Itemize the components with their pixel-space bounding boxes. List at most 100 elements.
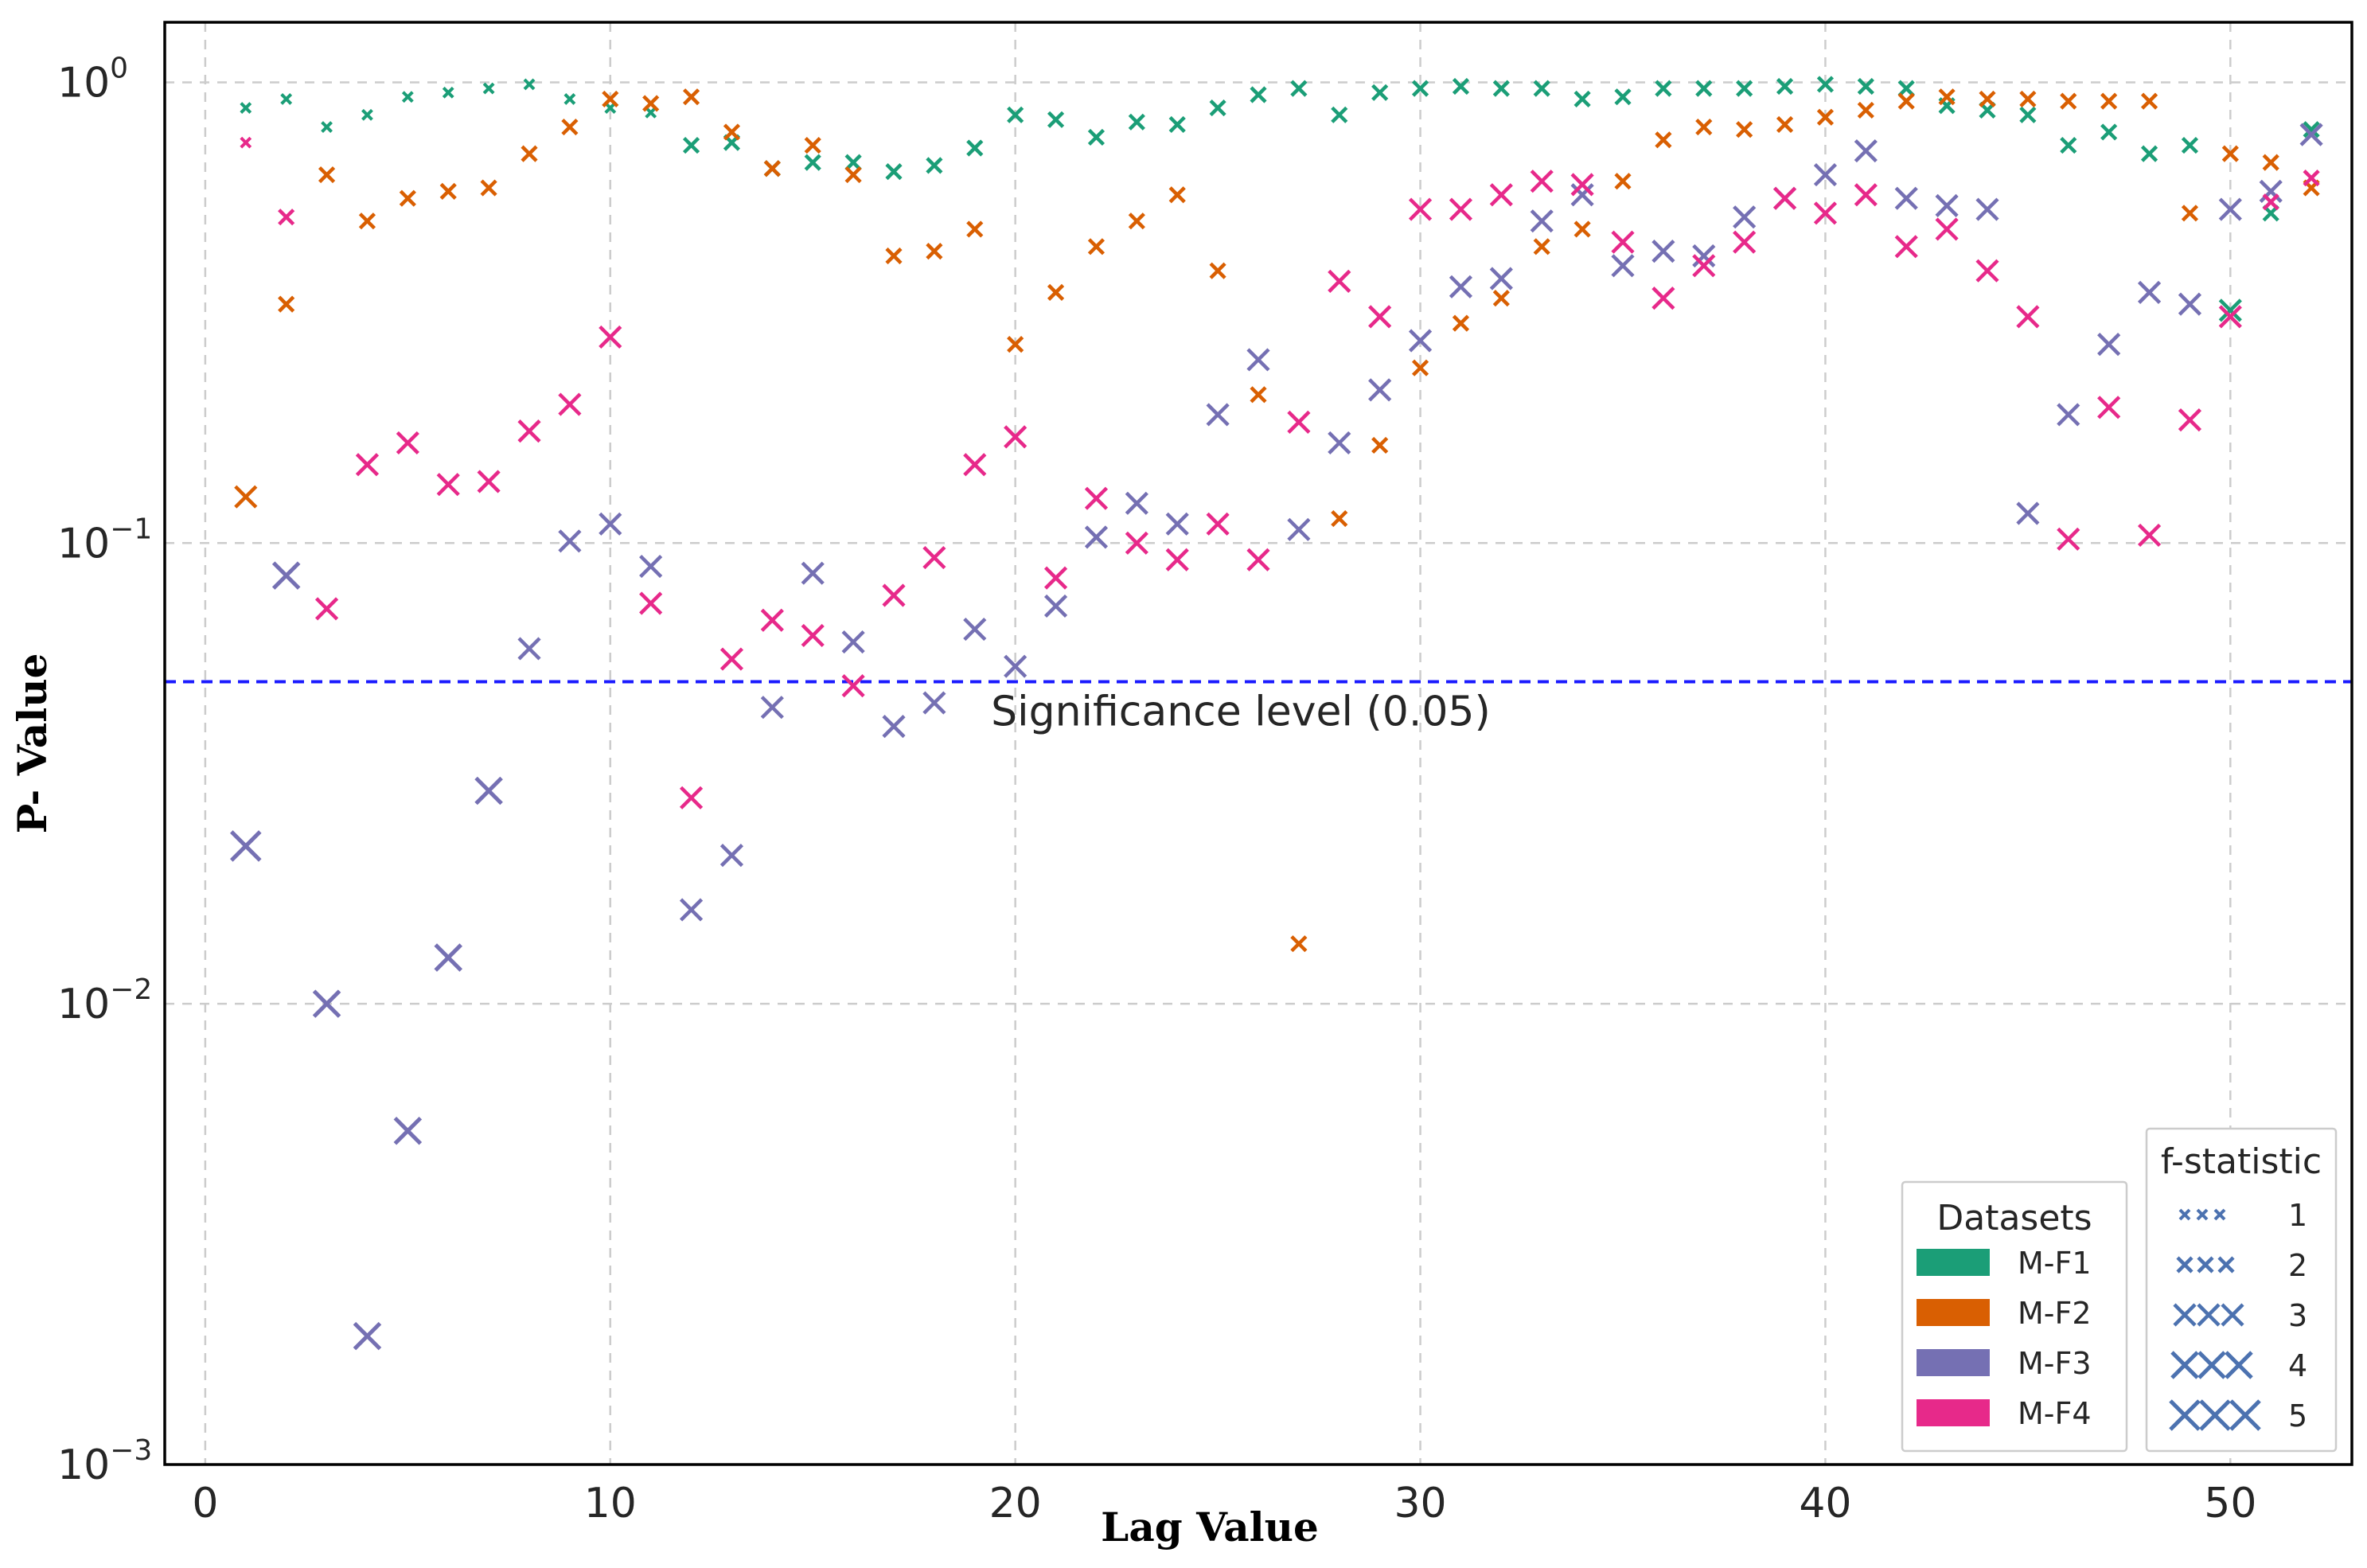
marker-stroke bbox=[1897, 80, 1915, 97]
series-m-f4 bbox=[240, 136, 2320, 809]
data-point bbox=[2178, 292, 2202, 316]
data-point bbox=[1411, 80, 1429, 97]
marker-stroke bbox=[2303, 170, 2320, 187]
data-point bbox=[966, 220, 984, 238]
data-point bbox=[1573, 220, 1591, 238]
marker-stroke bbox=[882, 715, 906, 739]
marker-stroke bbox=[1857, 101, 1874, 119]
marker-stroke bbox=[1897, 92, 1915, 110]
legend-marker bbox=[2170, 1351, 2199, 1379]
data-point bbox=[1489, 267, 1513, 291]
marker-stroke bbox=[926, 157, 943, 174]
marker-stroke bbox=[844, 166, 862, 184]
legend-entry-m-f1: M-F1 bbox=[1917, 1246, 2092, 1281]
data-point bbox=[2262, 154, 2279, 171]
marker-stroke bbox=[1573, 220, 1591, 238]
marker-stroke bbox=[1692, 244, 1716, 268]
legend-marker bbox=[2169, 1399, 2201, 1431]
marker-stroke bbox=[2197, 1351, 2226, 1379]
data-point bbox=[278, 295, 295, 313]
data-point bbox=[1290, 935, 1308, 953]
data-point bbox=[1165, 548, 1189, 571]
data-point bbox=[2057, 527, 2080, 551]
data-point bbox=[1290, 80, 1308, 97]
marker-stroke bbox=[2225, 1351, 2253, 1379]
legend-marker bbox=[2178, 1208, 2191, 1221]
x-tick-label: 20 bbox=[989, 1480, 1042, 1527]
marker-stroke bbox=[922, 545, 946, 570]
data-point bbox=[801, 623, 825, 648]
data-point bbox=[2100, 123, 2118, 141]
data-point bbox=[926, 243, 943, 260]
legend-marker bbox=[2221, 1303, 2244, 1327]
data-point bbox=[882, 715, 906, 739]
x-tick-label: 30 bbox=[1394, 1480, 1446, 1527]
data-point bbox=[558, 529, 582, 553]
data-point bbox=[2140, 145, 2158, 162]
plot-frame bbox=[163, 21, 2353, 1466]
marker-stroke bbox=[2140, 145, 2158, 162]
marker-stroke bbox=[1736, 121, 1753, 138]
y-tick-base: 10 bbox=[57, 981, 110, 1028]
data-point bbox=[280, 92, 293, 105]
data-point bbox=[1492, 80, 1510, 97]
data-point bbox=[523, 78, 536, 91]
data-point bbox=[2303, 121, 2320, 138]
data-point bbox=[271, 561, 301, 590]
data-point bbox=[844, 154, 862, 171]
y-tick-base: 10 bbox=[57, 520, 110, 568]
marker-stroke bbox=[1492, 80, 1510, 97]
data-point bbox=[682, 88, 700, 106]
data-point bbox=[1894, 186, 1918, 210]
marker-stroke bbox=[642, 95, 660, 112]
marker-stroke bbox=[1733, 230, 1757, 254]
y-axis-title: P- Value bbox=[9, 653, 56, 834]
marker-stroke bbox=[1411, 359, 1429, 376]
marker-stroke bbox=[1857, 77, 1874, 96]
marker-stroke bbox=[2196, 1208, 2209, 1221]
marker-stroke bbox=[517, 419, 541, 443]
marker-stroke bbox=[2262, 193, 2279, 211]
marker-stroke bbox=[2218, 298, 2242, 322]
legend-label: M-F3 bbox=[2018, 1346, 2092, 1381]
data-point bbox=[2016, 305, 2040, 329]
marker-stroke bbox=[679, 786, 704, 809]
f-statistic-label: 2 bbox=[2288, 1248, 2307, 1283]
marker-stroke bbox=[599, 512, 622, 536]
marker-stroke bbox=[2019, 90, 2037, 107]
marker-stroke bbox=[2178, 1208, 2191, 1221]
marker-stroke bbox=[1128, 113, 1145, 131]
marker-stroke bbox=[841, 674, 865, 698]
y-tick-label: 100 bbox=[57, 52, 128, 107]
f-statistic-label: 4 bbox=[2288, 1348, 2307, 1383]
data-point bbox=[1857, 101, 1874, 119]
marker-stroke bbox=[1004, 654, 1028, 678]
data-point bbox=[1736, 121, 1753, 138]
marker-stroke bbox=[1530, 209, 1554, 233]
data-point bbox=[1209, 262, 1226, 279]
marker-stroke bbox=[1007, 106, 1024, 123]
data-point bbox=[1209, 99, 1226, 117]
data-point bbox=[434, 943, 462, 972]
marker-stroke bbox=[1125, 531, 1148, 555]
data-point bbox=[1168, 115, 1186, 134]
marker-stroke bbox=[2170, 1351, 2199, 1379]
x-tick-label: 50 bbox=[2204, 1480, 2256, 1527]
marker-stroke bbox=[963, 618, 987, 642]
data-point bbox=[1084, 525, 1109, 549]
marker-stroke bbox=[1287, 517, 1311, 541]
marker-stroke bbox=[1246, 348, 1270, 372]
marker-stroke bbox=[1331, 509, 1348, 528]
marker-stroke bbox=[719, 844, 744, 868]
data-point bbox=[1206, 403, 1230, 427]
marker-stroke bbox=[230, 830, 262, 862]
data-point bbox=[645, 106, 657, 119]
data-point bbox=[963, 453, 987, 477]
data-point bbox=[841, 630, 865, 654]
data-point bbox=[355, 453, 380, 477]
data-point bbox=[563, 92, 576, 105]
marker-stroke bbox=[1935, 193, 1959, 217]
y-tick-label: 10−2 bbox=[57, 973, 152, 1028]
marker-stroke bbox=[1975, 197, 1999, 221]
marker-stroke bbox=[2221, 145, 2239, 162]
